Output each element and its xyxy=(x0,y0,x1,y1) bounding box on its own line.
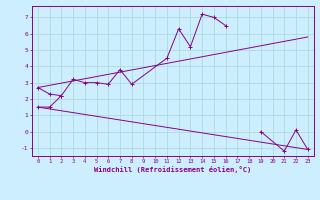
X-axis label: Windchill (Refroidissement éolien,°C): Windchill (Refroidissement éolien,°C) xyxy=(94,166,252,173)
